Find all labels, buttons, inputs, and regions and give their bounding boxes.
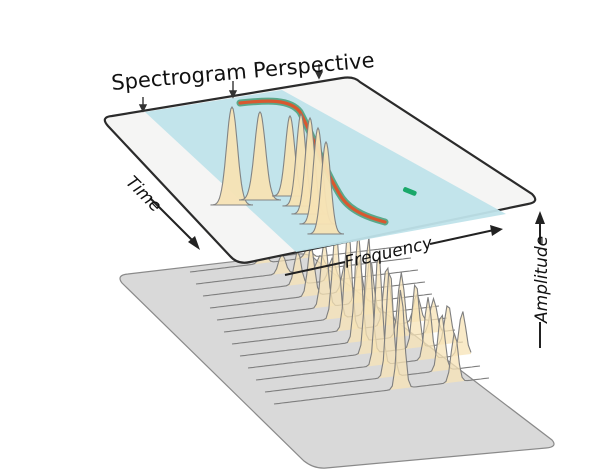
trace-line (264, 272, 481, 393)
band-marker (402, 187, 417, 196)
amplitude-label: Amplitude (532, 236, 552, 324)
spectral-peak (238, 111, 282, 201)
trace-line (273, 289, 490, 405)
trace-fill (256, 255, 471, 380)
top-peaks (210, 105, 345, 235)
spectral-peak (210, 105, 254, 206)
tick-arrows (138, 64, 324, 113)
amplitude-axis: Amplitude (532, 211, 552, 348)
spectral-peak (307, 140, 345, 235)
trace-line (255, 255, 472, 381)
floor-plane (119, 253, 555, 469)
trace-fill (217, 237, 432, 320)
spectrum-traces (189, 226, 490, 405)
